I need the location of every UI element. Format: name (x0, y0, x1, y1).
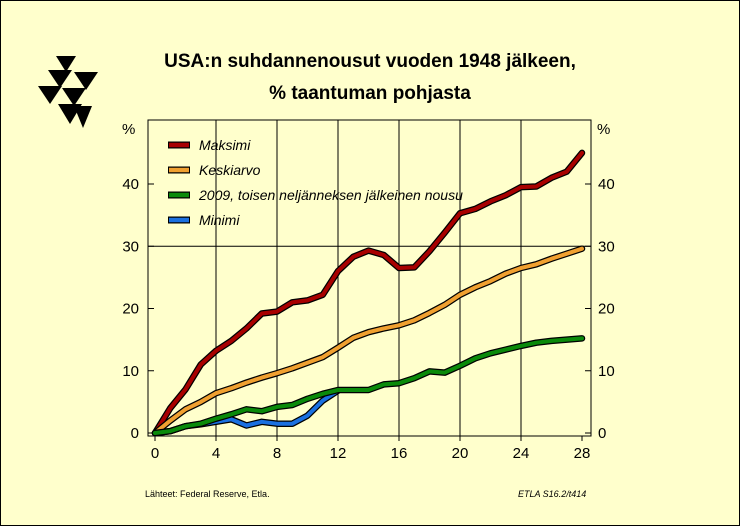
series-line-0 (153, 150, 584, 435)
legend: Maksimi Keskiarvo 2009, toisen neljännekse… (168, 137, 463, 228)
legend-label: Maksimi (199, 137, 251, 153)
y-axis-unit-left: % (122, 121, 135, 138)
y-tick-label-right: 30 (598, 238, 615, 255)
series-line-1 (153, 246, 584, 435)
x-tick-label: 24 (513, 445, 530, 462)
legend-label: Minimi (199, 212, 240, 228)
plot-area (147, 119, 592, 437)
chart-title-line-1: USA:n suhdannenousut vuoden 1948 jälkeen… (164, 51, 576, 72)
y-tick-label-left: 10 (122, 363, 139, 380)
y-axis-unit-right: % (597, 121, 610, 138)
x-tick-label: 0 (151, 445, 159, 462)
y-tick-label-right: 10 (598, 363, 615, 380)
x-tick-label: 20 (452, 445, 469, 462)
legend-label: Keskiarvo (199, 162, 261, 178)
legend-label: 2009, toisen neljänneksen jälkeinen nous… (198, 187, 463, 203)
y-tick-label-right: 20 (598, 301, 615, 318)
y-tick-label-left: 40 (122, 176, 139, 193)
chart-code: ETLA S16.2/t414 (518, 489, 587, 499)
y-tick-label-left: 0 (131, 425, 139, 442)
y-tick-label-left: 30 (122, 238, 139, 255)
y-tick-label-right: 40 (598, 176, 615, 193)
series-line-2 (153, 336, 584, 435)
x-tick-label: 28 (574, 445, 591, 462)
x-tick-label: 16 (391, 445, 408, 462)
y-tick-label-left: 20 (122, 301, 139, 318)
etla-logo-icon (38, 56, 98, 128)
x-tick-label: 4 (212, 445, 220, 462)
series-lines (151, 149, 586, 437)
y-tick-label-right: 0 (598, 425, 606, 442)
chart-title-line-2: % taantuman pohjasta (269, 83, 471, 104)
source-note: Lähteet: Federal Reserve, Etla. (145, 489, 270, 499)
chart-title: USA:n suhdannenousut vuoden 1948 jälkeen… (100, 46, 640, 110)
x-tick-label: 8 (273, 445, 281, 462)
x-tick-label: 12 (330, 445, 347, 462)
